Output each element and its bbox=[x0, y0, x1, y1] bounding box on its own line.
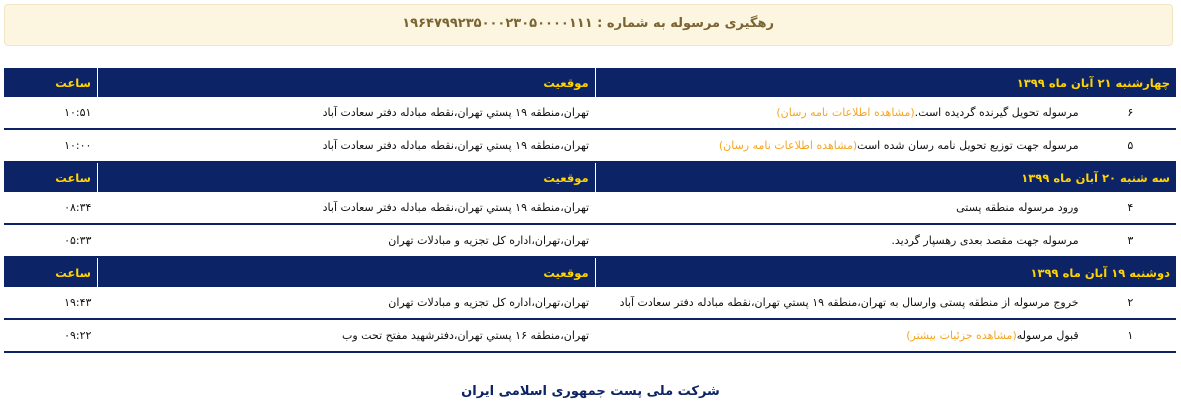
event-description: قبول مرسوله(مشاهده جزئیات بیشتر) bbox=[595, 319, 1085, 353]
event-location: تهران،منطقه ۱۹ پستي تهران،نقطه مبادله دف… bbox=[97, 129, 596, 163]
event-location: تهران،تهران،اداره کل تجزیه و مبادلات تهر… bbox=[97, 224, 596, 258]
event-text: ورود مرسوله منطقه پستی bbox=[956, 201, 1079, 214]
details-link[interactable]: (مشاهده اطلاعات نامه رسان) bbox=[776, 106, 915, 119]
event-time: ۱۰:۵۱ bbox=[4, 97, 98, 130]
location-header: موقعیت bbox=[96, 162, 596, 192]
event-description: مرسوله تحویل گیرنده گردیده است.(مشاهده ا… bbox=[595, 97, 1085, 130]
event-time: ۱۹:۴۳ bbox=[4, 287, 98, 320]
event-number: ۶ bbox=[1084, 97, 1176, 130]
details-link[interactable]: (مشاهده جزئیات بیشتر) bbox=[906, 329, 1017, 342]
event-location: تهران،منطقه ۱۹ پستي تهران،نقطه مبادله دف… bbox=[97, 97, 596, 130]
date-header: دوشنبه ۱۹ آبان ماه ۱۳۹۹ bbox=[594, 257, 1176, 287]
event-text: مرسوله جهت توزیع تحویل نامه رسان شده است bbox=[857, 139, 1079, 152]
table-row: ۳ مرسوله جهت مقصد بعدی رهسپار گردید. تهر… bbox=[4, 224, 1176, 258]
event-location: تهران،تهران،اداره کل تجزیه و مبادلات تهر… bbox=[97, 287, 596, 320]
event-number: ۱ bbox=[1084, 319, 1176, 353]
location-header: موقعیت bbox=[96, 257, 596, 287]
event-description: ورود مرسوله منطقه پستی bbox=[595, 192, 1085, 225]
date-header: سه شنبه ۲۰ آبان ماه ۱۳۹۹ bbox=[594, 162, 1176, 192]
event-time: ۰۸:۳۴ bbox=[4, 192, 98, 225]
event-location: تهران،منطقه ۱۶ پستي تهران،دفترشهید مفتح … bbox=[97, 319, 596, 353]
table-row: ۵ مرسوله جهت توزیع تحویل نامه رسان شده ا… bbox=[4, 129, 1176, 163]
event-number: ۲ bbox=[1084, 287, 1176, 320]
event-text: خروج مرسوله از منطقه پستی وارسال به تهرا… bbox=[619, 296, 1079, 309]
event-time: ۰۹:۲۲ bbox=[4, 319, 98, 353]
date-header: چهارشنبه ۲۱ آبان ماه ۱۳۹۹ bbox=[594, 68, 1176, 97]
event-text: مرسوله جهت مقصد بعدی رهسپار گردید. bbox=[891, 234, 1079, 247]
event-time: ۰۵:۳۳ bbox=[4, 224, 98, 258]
date-header-row: سه شنبه ۲۰ آبان ماه ۱۳۹۹ موقعیت ساعت bbox=[4, 162, 1176, 192]
date-header-row: چهارشنبه ۲۱ آبان ماه ۱۳۹۹ موقعیت ساعت bbox=[4, 68, 1176, 97]
tracking-banner: رهگیری مرسوله به شماره : ۱۹۶۴۷۹۹۲۳۵۰۰۰۲۳… bbox=[4, 4, 1173, 46]
event-text: قبول مرسوله bbox=[1016, 329, 1079, 342]
event-text: مرسوله تحویل گیرنده گردیده است. bbox=[914, 106, 1079, 119]
event-location: تهران،منطقه ۱۹ پستي تهران،نقطه مبادله دف… bbox=[97, 192, 596, 225]
table-row: ۴ ورود مرسوله منطقه پستی تهران،منطقه ۱۹ … bbox=[4, 192, 1176, 225]
date-header-row: دوشنبه ۱۹ آبان ماه ۱۳۹۹ موقعیت ساعت bbox=[4, 257, 1176, 287]
tracking-table: چهارشنبه ۲۱ آبان ماه ۱۳۹۹ موقعیت ساعت ۶ م… bbox=[4, 68, 1176, 353]
event-number: ۴ bbox=[1084, 192, 1176, 225]
time-header: ساعت bbox=[4, 162, 98, 192]
time-header: ساعت bbox=[4, 257, 98, 287]
footer-text: شرکت ملی پست جمهوری اسلامی ایران bbox=[461, 384, 720, 399]
time-header: ساعت bbox=[4, 68, 98, 97]
event-number: ۳ bbox=[1084, 224, 1176, 258]
event-description: مرسوله جهت توزیع تحویل نامه رسان شده است… bbox=[595, 129, 1085, 163]
details-link[interactable]: (مشاهده اطلاعات نامه رسان) bbox=[718, 139, 858, 152]
event-description: خروج مرسوله از منطقه پستی وارسال به تهرا… bbox=[595, 287, 1085, 320]
event-number: ۵ bbox=[1084, 129, 1176, 163]
event-time: ۱۰:۰۰ bbox=[4, 129, 98, 163]
tracking-title: رهگیری مرسوله به شماره : ۱۹۶۴۷۹۹۲۳۵۰۰۰۲۳… bbox=[402, 16, 774, 31]
table-row: ۶ مرسوله تحویل گیرنده گردیده است.(مشاهده… bbox=[4, 97, 1176, 130]
table-row: ۲ خروج مرسوله از منطقه پستی وارسال به ته… bbox=[4, 287, 1176, 320]
table-row: ۱ قبول مرسوله(مشاهده جزئیات بیشتر) تهران… bbox=[4, 319, 1176, 353]
event-description: مرسوله جهت مقصد بعدی رهسپار گردید. bbox=[595, 224, 1085, 258]
location-header: موقعیت bbox=[96, 68, 596, 97]
